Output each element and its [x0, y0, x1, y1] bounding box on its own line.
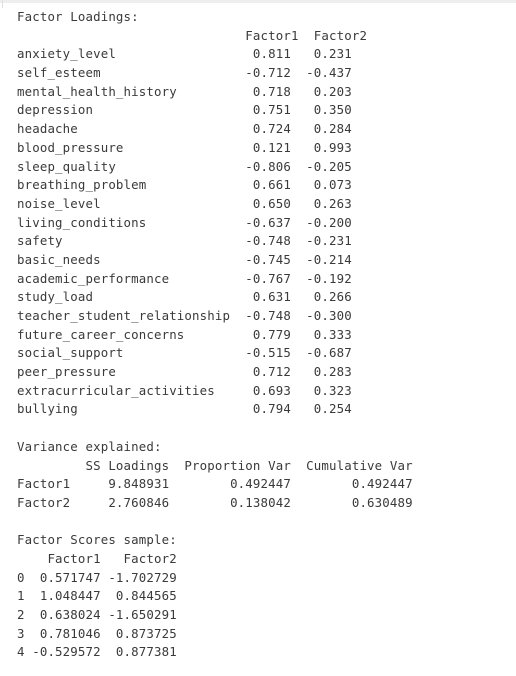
- loadings-row: breathing_problem 0.661 0.073: [17, 177, 368, 193]
- loadings-row: teacher_student_relationship -0.748 -0.3…: [17, 308, 368, 323]
- loadings-row: peer_pressure 0.712 0.283: [17, 364, 368, 380]
- loadings-row: extracurricular_activities 0.693 0.323: [17, 382, 368, 398]
- loadings-row: sleep_quality -0.806 -0.205: [17, 158, 368, 174]
- blank-line: [17, 513, 413, 532]
- loadings-row: study_load 0.631 0.266: [17, 289, 368, 305]
- loadings-row: anxiety_level 0.811 0.231: [17, 46, 368, 62]
- scores-row: 2 0.638024 -1.650291: [17, 607, 177, 622]
- cell-left-edge: [2, 0, 3, 8]
- variance-title: Variance explained:: [17, 438, 162, 454]
- loadings-row: future_career_concerns 0.779 0.333: [17, 326, 368, 342]
- loadings-header-row: Factor1 Factor2: [17, 27, 368, 43]
- scores-row: 0 0.571747 -1.702729: [17, 569, 177, 585]
- loadings-row: mental_health_history 0.718 0.203: [17, 83, 368, 99]
- blank-line: [17, 419, 413, 438]
- loadings-row: depression 0.751 0.350: [17, 102, 368, 118]
- loadings-row: basic_needs -0.745 -0.214: [17, 251, 368, 267]
- scores-row: 1 1.048447 0.844565: [17, 588, 177, 604]
- loadings-row: safety -0.748 -0.231: [17, 233, 368, 249]
- loadings-row: living_conditions -0.637 -0.200: [17, 214, 368, 230]
- cell-top-border: [0, 0, 516, 3]
- loadings-title: Factor Loadings:: [17, 9, 139, 24]
- scores-title: Factor Scores sample:: [17, 532, 177, 548]
- loadings-row: noise_level 0.650 0.263: [17, 195, 368, 211]
- stdout-text: Factor Loadings: Factor1 Factor2 anxiety_…: [17, 8, 413, 662]
- scores-header-row: Factor1 Factor2: [17, 550, 177, 566]
- loadings-row: academic_performance -0.767 -0.192: [17, 270, 368, 286]
- loadings-row: self_esteem -0.712 -0.437: [17, 65, 368, 81]
- loadings-row: bullying 0.794 0.254: [17, 401, 368, 417]
- loadings-row: headache 0.724 0.284: [17, 121, 368, 137]
- scores-row: 3 0.781046 0.873725: [17, 625, 177, 641]
- scores-row: 4 -0.529572 0.877381: [17, 644, 177, 660]
- loadings-row: blood_pressure 0.121 0.993: [17, 139, 368, 155]
- variance-row: Factor1 9.848931 0.492447 0.492447: [17, 476, 413, 492]
- variance-header-row: SS Loadings Proportion Var Cumulative Va…: [17, 457, 413, 473]
- variance-row: Factor2 2.760846 0.138042 0.630489: [17, 494, 413, 510]
- loadings-row: social_support -0.515 -0.687: [17, 345, 368, 361]
